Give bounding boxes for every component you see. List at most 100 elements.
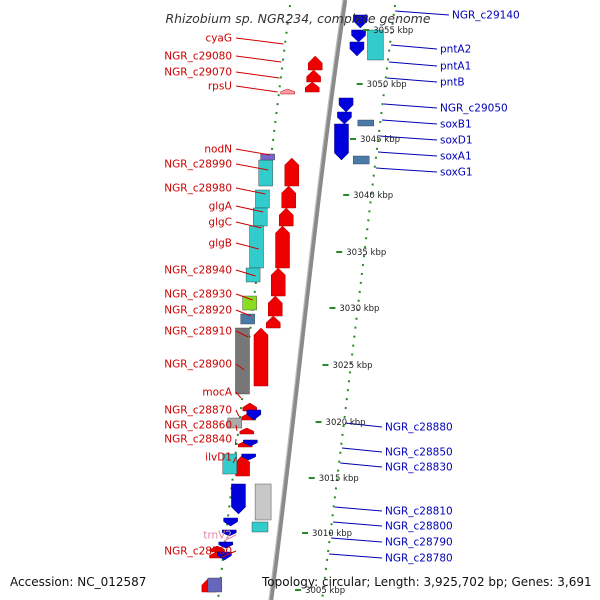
leader-line xyxy=(344,422,383,428)
forward-gene-arrow xyxy=(239,427,255,435)
right-gene-label: NGR_c29050 xyxy=(440,103,508,115)
genome-backbone-highlight xyxy=(268,0,344,600)
right-gene-label: NGR_c29140 xyxy=(452,10,520,22)
tick-label: 3030 kbp xyxy=(339,304,379,314)
leader-line xyxy=(332,521,383,527)
left-gene-label: nodN xyxy=(204,144,232,156)
leader-line xyxy=(235,424,238,432)
tick-label: 3055 kbp xyxy=(373,26,413,36)
gene-labels: cyaG NGR_c29080 NGR_c29070 rpsU nodN NGR_c289… xyxy=(164,10,519,565)
left-gene-label: glgA xyxy=(209,201,233,213)
right-gene-label: pntA1 xyxy=(440,61,471,73)
forward-gene-arrow xyxy=(306,69,321,83)
right-gene-label: soxB1 xyxy=(440,119,472,131)
leader-line xyxy=(221,550,237,558)
forward-gene-arrow xyxy=(278,207,294,227)
leader-line xyxy=(235,205,264,213)
reverse-gene-arrow xyxy=(222,529,237,537)
leader-line xyxy=(329,553,383,559)
gene-feature-block xyxy=(222,453,237,475)
leader-line xyxy=(234,438,237,446)
left-gene-label: rpsU xyxy=(208,81,232,93)
forward-gene-arrow xyxy=(280,88,295,95)
gene-feature-block xyxy=(240,313,255,325)
leader-line xyxy=(235,309,251,317)
leader-line xyxy=(395,10,450,16)
tick-label: 3015 kbp xyxy=(319,474,359,484)
forward-gene-arrow xyxy=(268,295,283,317)
left-gene-label: cyaG xyxy=(205,33,232,45)
forward-gene-arrow xyxy=(270,267,286,297)
reverse-gene-arrow xyxy=(349,41,365,57)
right-gene-label: soxD1 xyxy=(440,135,473,147)
right-gene-label: NGR_c28830 xyxy=(385,462,453,474)
right-gene-label: NGR_c28850 xyxy=(385,447,453,459)
reverse-gene-arrow xyxy=(337,111,352,125)
tick-label: 3040 kbp xyxy=(353,191,393,201)
left-gene-label: NGR_c28940 xyxy=(164,265,232,277)
left-gene-label: NGR_c28980 xyxy=(164,183,232,195)
gene-feature-block xyxy=(258,159,273,187)
tick-label: 3005 kbp xyxy=(305,586,345,596)
gene-feature-block xyxy=(227,417,243,429)
reverse-gene-arrow xyxy=(218,541,234,549)
leader-line xyxy=(388,61,438,67)
tick-label: 3010 kbp xyxy=(312,529,352,539)
right-gene-label: NGR_c28780 xyxy=(385,553,453,565)
reverse-gene-arrow xyxy=(241,453,256,461)
leader-line xyxy=(232,456,237,464)
left-gene-label: mocA xyxy=(202,387,232,399)
accession-text: Accession: NC_012587 xyxy=(10,575,146,589)
reverse-strand-features xyxy=(217,14,384,561)
reverse-gene-arrow xyxy=(338,97,354,113)
tick-label: 3050 kbp xyxy=(367,80,407,90)
leader-line xyxy=(235,293,253,301)
leader-line xyxy=(235,55,282,63)
leader-line xyxy=(376,167,438,173)
left-gene-label: glgB xyxy=(209,238,232,250)
leader-line xyxy=(235,37,284,45)
right-gene-label: NGR_c28810 xyxy=(385,506,453,518)
leader-line xyxy=(235,187,266,195)
gene-feature-block xyxy=(254,483,272,521)
leader-line xyxy=(235,391,242,399)
left-gene-label: NGR_c28900 xyxy=(164,359,232,371)
leader-line xyxy=(235,221,262,229)
tick-label: 3035 kbp xyxy=(346,248,386,258)
reverse-gene-arrow xyxy=(243,439,258,447)
kbp-ticks: 3055 kbp 3050 kbp 3045 kbp 3040 kbp 3035 kbp… xyxy=(295,26,413,596)
gene-feature-block xyxy=(251,521,269,533)
leader-line xyxy=(235,330,249,338)
leader-line xyxy=(235,148,271,156)
gene-feature-block xyxy=(235,327,250,395)
tick-label: 3020 kbp xyxy=(326,418,366,428)
forward-gene-arrow xyxy=(253,327,269,387)
forward-gene-arrow xyxy=(266,315,281,329)
forward-gene-arrow xyxy=(284,157,300,187)
left-gene-label: NGR_c29080 xyxy=(164,51,232,63)
leader-line xyxy=(235,242,259,250)
gene-feature-block xyxy=(357,119,375,127)
forward-gene-arrow xyxy=(307,55,323,71)
left-gene-label: trnV2 xyxy=(203,530,232,542)
leader-line xyxy=(235,163,269,171)
leader-line xyxy=(390,44,438,50)
genome-backbone xyxy=(268,0,348,600)
gene-feature-block xyxy=(260,153,275,161)
reverse-gene-arrow xyxy=(334,123,349,161)
reverse-gene-arrow xyxy=(353,14,368,29)
leader-line xyxy=(341,447,383,453)
right-gene-label: pntB xyxy=(440,77,465,89)
left-gene-label: NGR_c28760 xyxy=(164,546,232,558)
leader-line xyxy=(386,77,438,83)
genome-title: Rhizobium sp. NGR234, complete genome xyxy=(165,11,430,26)
left-gene-label: NGR_c28870 xyxy=(164,405,232,417)
leader-line xyxy=(235,409,240,417)
right-gene-label: NGR_c28800 xyxy=(385,521,453,533)
forward-gene-arrow xyxy=(275,225,290,269)
right-gene-label: NGR_c28880 xyxy=(385,422,453,434)
left-gene-label: NGR_c28860 xyxy=(164,420,232,432)
left-gene-label: NGR_c29070 xyxy=(164,67,232,79)
